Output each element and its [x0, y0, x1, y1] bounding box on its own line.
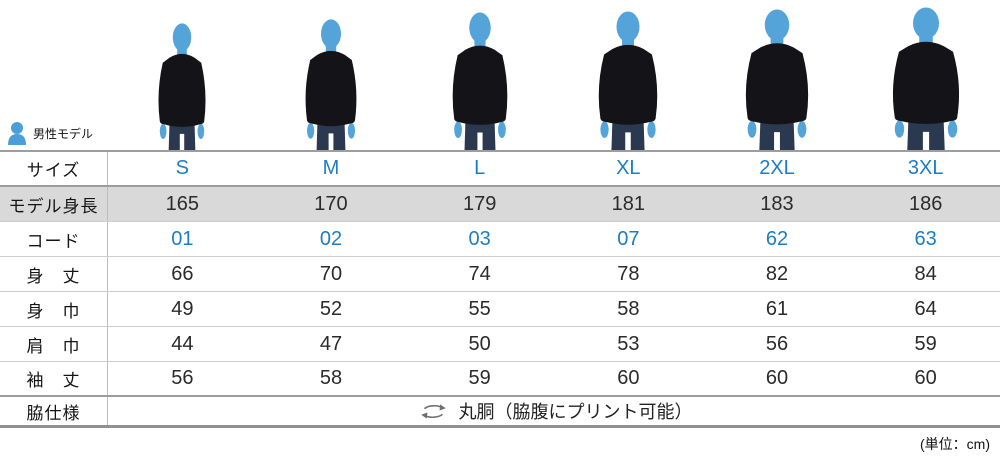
- man-silhouette-back-icon: [728, 9, 826, 150]
- body-width-value: 61: [765, 297, 789, 320]
- shoulder-width-value: 59: [914, 332, 937, 355]
- table-row-side-spec: 脇仕様 丸胴（脇腹にプリント可能）: [0, 397, 1000, 428]
- man-silhouette-front-icon: [874, 7, 978, 150]
- male-model-legend: 男性モデル: [7, 121, 93, 145]
- model-height-value: 181: [611, 192, 646, 215]
- model-height-value: 186: [908, 192, 943, 215]
- row-label-code: コード: [0, 222, 108, 256]
- male-model-label: 男性モデル: [33, 127, 94, 141]
- model-figure-2xl: [703, 0, 852, 150]
- man-silhouette-front-icon: [437, 12, 523, 150]
- side-spec-cell: 丸胴（脇腹にプリント可能）: [108, 398, 1000, 424]
- table-row-shoulder-width: 肩 巾 44 47 50 53 56 59: [0, 327, 1000, 362]
- model-figure-s: [108, 0, 257, 150]
- code-value: 01: [171, 227, 194, 250]
- code-value: 63: [914, 227, 937, 250]
- body-width-value: 58: [617, 297, 640, 320]
- shoulder-width-value: 47: [319, 332, 343, 355]
- row-label-model-height: モデル身長: [0, 187, 108, 221]
- model-figure-l: [405, 0, 554, 150]
- body-length-value: 66: [171, 262, 194, 285]
- model-height-value: 179: [462, 192, 497, 215]
- shoulder-width-value: 50: [468, 332, 491, 355]
- row-label-body-length: 身 丈: [0, 257, 108, 291]
- shoulder-width-value: 56: [765, 332, 789, 355]
- row-label-sleeve-length: 袖 丈: [0, 362, 108, 395]
- row-label-body-width: 身 巾: [0, 292, 108, 326]
- code-value: 02: [319, 227, 343, 250]
- body-length-value: 78: [617, 262, 640, 285]
- model-figure-strip: 男性モデル: [0, 0, 1000, 152]
- table-row-size: サイズ S M L XL 2XL 3XL: [0, 152, 1000, 187]
- table-row-sleeve-length: 袖 丈 56 58 59 60 60 60: [0, 362, 1000, 397]
- row-label-shoulder-width: 肩 巾: [0, 327, 108, 361]
- body-length-value: 84: [914, 262, 937, 285]
- code-value: 62: [765, 227, 789, 250]
- size-value: XL: [616, 157, 641, 179]
- body-width-value: 49: [171, 297, 194, 320]
- sleeve-length-value: 56: [171, 367, 194, 389]
- size-value: S: [175, 157, 189, 179]
- code-value: 03: [468, 227, 491, 250]
- unit-note: (単位：cm): [920, 436, 990, 452]
- table-row-body-length: 身 丈 66 70 74 78 82 84: [0, 257, 1000, 292]
- man-silhouette-front-icon: [291, 19, 371, 150]
- shoulder-width-value: 53: [617, 332, 640, 355]
- model-height-value: 170: [314, 192, 348, 215]
- model-figure-m: [257, 0, 406, 150]
- body-length-value: 70: [319, 262, 343, 285]
- body-length-value: 74: [468, 262, 491, 285]
- man-silhouette-front-icon: [582, 11, 674, 150]
- sleeve-length-value: 60: [914, 367, 937, 389]
- rotate-3d-icon: [420, 403, 446, 419]
- body-width-value: 55: [468, 297, 491, 320]
- table-row-body-width: 身 巾 49 52 55 58 61 64: [0, 292, 1000, 327]
- row-label-size: サイズ: [0, 152, 108, 185]
- body-width-value: 64: [914, 297, 937, 320]
- sleeve-length-value: 60: [617, 367, 640, 389]
- size-value: L: [474, 157, 486, 179]
- body-width-value: 52: [319, 297, 343, 320]
- shoulder-width-value: 44: [171, 332, 194, 355]
- model-height-value: 183: [760, 192, 794, 215]
- person-bust-icon: [8, 122, 26, 145]
- sleeve-length-value: 58: [319, 367, 343, 389]
- size-value: 2XL: [759, 157, 795, 179]
- table-row-model-height: モデル身長 165 170 179 181 183 186: [0, 187, 1000, 222]
- model-height-value: 165: [165, 192, 200, 215]
- sleeve-length-value: 60: [765, 367, 789, 389]
- row-label-side-spec: 脇仕様: [0, 397, 108, 425]
- man-silhouette-front-icon: [145, 23, 219, 150]
- size-value: 3XL: [907, 157, 944, 179]
- model-figure-3xl: [851, 0, 1000, 150]
- size-value: M: [322, 157, 340, 179]
- model-figure-xl: [554, 0, 703, 150]
- table-row-code: コード 01 02 03 07 62 63: [0, 222, 1000, 257]
- body-length-value: 82: [765, 262, 789, 285]
- side-spec-text: 丸胴（脇腹にプリント可能）: [458, 402, 693, 422]
- code-value: 07: [617, 227, 640, 250]
- sleeve-length-value: 59: [468, 367, 491, 389]
